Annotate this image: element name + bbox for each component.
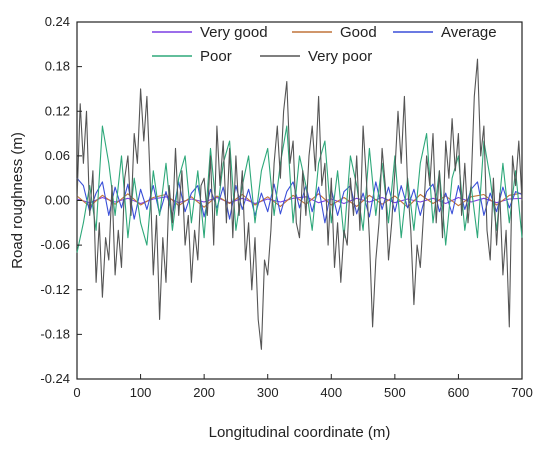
y-tick-label: -0.06	[40, 237, 70, 252]
series-line-very-poor	[76, 58, 523, 350]
y-tick-label: 0.06	[45, 148, 70, 163]
y-tick-label: 0.00	[45, 193, 70, 208]
plot-area	[76, 21, 523, 380]
y-tick-label: -0.24	[40, 371, 70, 386]
x-tick-label: 600	[448, 385, 470, 400]
legend-label: Good	[340, 24, 377, 41]
y-axis: -0.24 -0.18 -0.12 -0.06 0.00 0.06 0.12 0.18 0.24	[40, 14, 82, 386]
x-tick-label: 400	[320, 385, 342, 400]
legend-label: Poor	[200, 48, 232, 65]
y-axis-title: Road roughness (m)	[9, 132, 26, 269]
x-tick-label: 200	[193, 385, 215, 400]
x-tick-label: 700	[511, 385, 533, 400]
x-axis-title: Longitudinal coordinate (m)	[209, 424, 391, 441]
y-tick-label: 0.12	[45, 103, 70, 118]
x-axis: 0 100 200 300 400 500 600 700	[73, 374, 533, 400]
x-tick-label: 0	[73, 385, 80, 400]
x-tick-label: 100	[130, 385, 152, 400]
legend: Very good Good Average Poor Very poor	[152, 24, 497, 65]
y-tick-label: 0.18	[45, 59, 70, 74]
legend-label: Very poor	[308, 48, 372, 65]
series-line-average	[76, 177, 523, 224]
x-tick-label: 500	[384, 385, 406, 400]
y-tick-label: 0.24	[45, 14, 70, 29]
y-tick-label: -0.12	[40, 282, 70, 297]
x-tick-label: 300	[257, 385, 279, 400]
legend-label: Very good	[200, 24, 268, 41]
y-tick-label: -0.18	[40, 326, 70, 341]
legend-label: Average	[441, 24, 497, 41]
series-layer	[76, 58, 523, 350]
